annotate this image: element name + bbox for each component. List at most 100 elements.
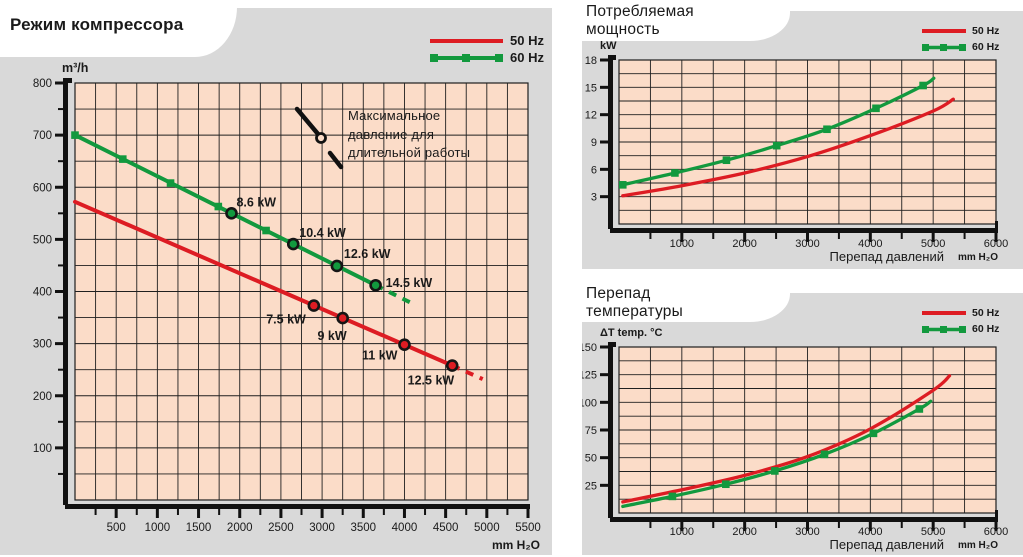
x-tick-label: 2500 xyxy=(268,522,294,534)
x-axis: 500 1000 1500 2000 2500 3000 3500 4000 4500 5000 5… xyxy=(65,504,541,534)
power-chart-panel: 3 6 9 12 15 18 1000 2000 3000 4000 5000 6000 kW mm H₂… xyxy=(582,11,1023,269)
power-point-marker xyxy=(330,259,344,273)
x-tick-label: 1000 xyxy=(670,526,694,538)
y-tick-label: 15 xyxy=(585,82,597,94)
power-point-label: 7.5 kW xyxy=(266,313,306,327)
square-marker xyxy=(118,155,127,163)
x-tick-label: 1500 xyxy=(186,522,212,534)
power-title-line-1: Потребляемая xyxy=(586,3,694,20)
legend-row-60hz: 60 Hz xyxy=(922,321,999,337)
power-point-label: 10.4 kW xyxy=(299,226,346,240)
square-marker xyxy=(772,141,781,150)
legend-60hz-label: 60 Hz xyxy=(972,41,1000,53)
y-tick-label: 200 xyxy=(33,391,52,403)
square-marker xyxy=(71,131,79,139)
y-tick-label: 50 xyxy=(585,453,597,465)
x-tick-label: 4000 xyxy=(858,238,882,250)
y-axis-unit: kW xyxy=(600,40,617,52)
y-tick-label: 9 xyxy=(591,137,597,149)
legend-60hz-line-sample xyxy=(430,53,503,62)
x-tick-label: 6000 xyxy=(984,238,1008,250)
x-axis-title: Перепад давлений xyxy=(830,537,944,552)
power-point-marker xyxy=(286,237,300,251)
max-pressure-icon xyxy=(294,106,344,170)
series-60-hz xyxy=(621,399,933,509)
y-tick-label: 125 xyxy=(582,370,597,382)
series-line xyxy=(73,133,378,288)
y-tick-label: 600 xyxy=(33,182,52,194)
compressor-title-notch xyxy=(0,0,237,57)
y-tick-label: 400 xyxy=(33,287,52,299)
temp-title-line-2: температуры xyxy=(586,303,683,320)
temp-chart-panel: 25 50 75 100 125 150 1000 2000 3000 4000 5000 6000 Δ… xyxy=(582,293,1023,555)
power-point-label: 9 kW xyxy=(317,329,346,343)
y-tick-label: 300 xyxy=(33,339,52,351)
square-marker xyxy=(262,226,270,235)
square-marker xyxy=(214,202,223,211)
legend-50hz-label: 50 Hz xyxy=(972,307,1000,319)
grid xyxy=(619,347,996,513)
x-tick-label: 3000 xyxy=(795,526,819,538)
square-marker xyxy=(671,169,679,177)
y-axis: 3 6 9 12 15 18 xyxy=(585,55,616,229)
x-tick-label: 2000 xyxy=(732,238,756,250)
x-axis: 1000 2000 3000 4000 5000 6000 xyxy=(610,510,1008,538)
legend-60hz-label: 60 Hz xyxy=(510,50,544,65)
y-tick-label: 150 xyxy=(582,342,597,354)
square-marker xyxy=(722,480,730,489)
series-50-hz xyxy=(621,97,955,198)
y-tick-label: 800 xyxy=(33,78,52,90)
power-point-label: 14.5 kW xyxy=(386,276,433,290)
power-title-notch xyxy=(582,0,790,41)
legend-row-60hz: 60 Hz xyxy=(922,39,999,55)
temp-title-line-1: Перепад xyxy=(586,285,651,302)
square-marker xyxy=(869,429,878,438)
y-tick-label: 3 xyxy=(591,192,597,204)
x-tick-label: 500 xyxy=(107,522,126,534)
y-axis-unit: m³/h xyxy=(62,61,88,75)
power-chart: 3 6 9 12 15 18 1000 2000 3000 4000 5000 6000 kW mm H₂… xyxy=(585,40,1008,264)
x-tick-label: 4500 xyxy=(433,522,459,534)
y-tick-label: 75 xyxy=(585,425,597,437)
x-tick-label: 5000 xyxy=(474,522,500,534)
power-point-label: 11 kW xyxy=(362,349,398,363)
y-tick-label: 100 xyxy=(582,397,597,409)
square-marker xyxy=(919,81,927,90)
x-tick-label: 4000 xyxy=(392,522,418,534)
x-tick-label: 1000 xyxy=(670,238,694,250)
power-point-label: 12.5 kW xyxy=(408,374,455,388)
temp-chart-title: Перепад температуры xyxy=(586,285,683,321)
series-60-hz: 8.6 kW 10.4 kW 12.6 kW 14.5 kW xyxy=(71,131,433,307)
square-marker xyxy=(820,450,829,459)
legend-60hz-line-sample xyxy=(922,43,966,51)
power-point-marker xyxy=(225,207,238,220)
compressor-chart: 100 200 300 400 500 600 700 800 500 1000 1500 2000 2… xyxy=(33,61,541,552)
annotation-line-1: Максимальное xyxy=(348,108,441,123)
square-marker xyxy=(771,467,779,475)
y-tick-label: 18 xyxy=(585,55,597,67)
x-tick-label: 4000 xyxy=(858,526,882,538)
power-legend: 50 Hz 60 Hz xyxy=(922,23,999,55)
square-marker xyxy=(618,181,627,189)
max-pressure-annotation: Максимальное давление для длительной раб… xyxy=(348,107,470,163)
x-axis-unit: mm H₂O xyxy=(958,252,998,263)
power-point-marker xyxy=(398,338,411,351)
legend-50hz-line-sample xyxy=(922,29,966,33)
square-marker xyxy=(915,405,924,413)
legend-60hz-label: 60 Hz xyxy=(972,323,1000,335)
legend-row-50hz: 50 Hz xyxy=(430,32,544,49)
power-title-line-2: мощность xyxy=(586,21,660,38)
legend-50hz-label: 50 Hz xyxy=(972,25,1000,37)
x-tick-label: 1000 xyxy=(145,522,171,534)
series-line xyxy=(621,97,955,198)
y-tick-label: 700 xyxy=(33,130,52,142)
compressor-legend: 50 Hz 60 Hz xyxy=(430,32,544,66)
x-axis-unit: mm H₂O xyxy=(492,538,540,552)
temp-chart: 25 50 75 100 125 150 1000 2000 3000 4000 5000 6000 Δ… xyxy=(582,327,1008,552)
x-tick-label: 3000 xyxy=(309,522,335,534)
square-marker xyxy=(823,125,831,134)
power-chart-title: Потребляемая мощность xyxy=(586,3,694,39)
y-tick-label: 6 xyxy=(591,164,597,176)
legend-60hz-line-sample xyxy=(922,325,966,333)
